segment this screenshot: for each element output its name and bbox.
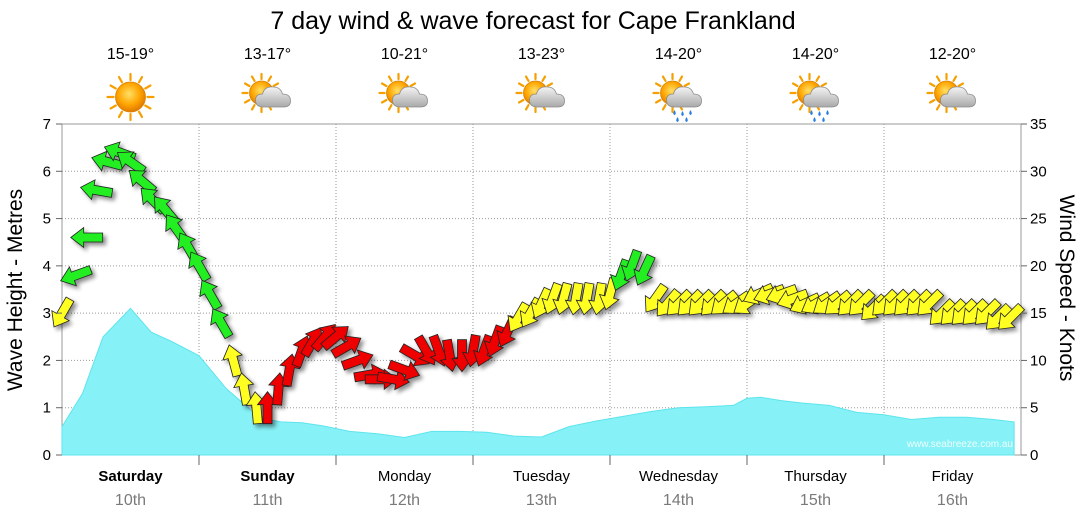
wind-arrow [507,301,531,333]
temperature-range: 15-19° [107,46,154,63]
left-tick-label: 7 [43,116,51,133]
sun-cloud-icon [378,72,428,114]
day-date: 12th [389,492,420,509]
wind-arrow [330,335,362,359]
temperature-range: 12-20° [929,46,976,63]
sun-cloud-rain-icon [789,72,839,122]
watermark: www.seabreeze.com.au [906,439,1013,450]
wind-arrow [210,308,234,340]
right-tick-label: 15 [1030,305,1047,322]
rain-drops [810,110,829,122]
right-tick-label: 10 [1030,352,1047,369]
right-tick-label: 5 [1030,400,1038,417]
right-tick-label: 20 [1030,258,1047,275]
wind-arrow [79,179,114,201]
wind-arrow [222,344,244,378]
day-date: 16th [937,492,968,509]
temperature-range: 14-20° [655,46,702,63]
day-name: Sunday [240,468,295,485]
right-tick-label: 25 [1030,211,1047,228]
temperature-range: 13-23° [518,46,565,63]
temperature-range: 10-21° [381,46,428,63]
day-date: 11th [253,492,283,509]
rain-drops [673,110,692,122]
cloud-shape [255,86,291,108]
left-axis-ticks: 0 1 2 3 4 5 6 7 [43,116,62,464]
sun-cloud-icon [241,72,291,114]
right-axis-label: Wind Speed - Knots [1055,195,1078,382]
wind-arrow [256,391,279,425]
left-tick-label: 0 [43,447,51,464]
cloud-shape [803,86,839,108]
left-tick-label: 1 [43,400,51,417]
left-tick-label: 5 [43,211,51,228]
sun-cloud-icon [926,72,976,114]
day-date: 15th [800,492,831,509]
right-tick-label: 0 [1030,447,1038,464]
day-axis-labels: Saturday 10th Sunday 11th Monday 12th Tuesday 1… [98,455,974,509]
day-date: 10th [115,492,146,509]
wave-height-area-fill [61,307,1015,456]
wind-arrow [848,288,876,316]
day-name: Monday [378,468,432,485]
wind-arrows [51,141,1026,425]
wind-arrow [387,359,421,381]
wind-arrow [633,253,656,286]
wind-arrow [188,251,212,283]
sun-cloud-icon [515,72,565,114]
temperature-range: 14-20° [792,46,839,63]
temperature-range: 13-17° [244,46,291,63]
right-axis-ticks: 0 5 10 15 20 25 30 35 [1021,116,1047,464]
left-axis-label: Wave Height - Metres [4,189,27,391]
daily-forecast-row: 15-19° 13-17° 10-21° 13-23° 14-20° 14-20° 12-2… [106,46,976,122]
day-name: Tuesday [513,468,570,485]
wind-arrow [776,288,810,311]
plot-area: www.seabreeze.com.au [51,123,1026,456]
wave-height-area [61,307,1015,456]
wind-arrow [128,169,158,195]
day-name: Saturday [98,468,163,485]
right-tick-label: 30 [1030,163,1047,180]
sun-rays [106,72,155,122]
wind-arrow [998,302,1026,330]
cloud-shape [529,86,565,108]
sun-cloud-rain-icon [652,72,702,122]
wind-arrow [917,288,945,316]
right-tick-label: 35 [1030,116,1047,133]
day-date: 13th [526,492,557,509]
day-name: Thursday [784,468,847,485]
wind-arrow [398,343,430,367]
day-name: Friday [932,468,974,485]
cloud-shape [392,86,428,108]
wind-arrow [320,326,349,352]
wind-arrow [340,349,374,371]
wind-arrow [824,289,854,315]
cloud-shape [666,86,702,108]
sun-disc [115,81,146,113]
wind-arrow [70,226,104,249]
sun-icon [106,72,155,122]
wind-arrow [199,279,223,311]
left-tick-label: 2 [43,352,51,369]
left-tick-label: 3 [43,305,51,322]
left-tick-label: 4 [43,258,51,275]
day-date: 14th [663,492,694,509]
cloud-shape [940,86,976,108]
chart-title: 7 day wind & wave forecast for Cape Fran… [270,7,795,35]
wind-arrow [60,265,93,287]
day-name: Wednesday [639,468,718,485]
left-tick-label: 6 [43,163,51,180]
wind-arrow [116,151,147,176]
wind-arrow [51,296,75,328]
wind-arrow [376,369,410,391]
